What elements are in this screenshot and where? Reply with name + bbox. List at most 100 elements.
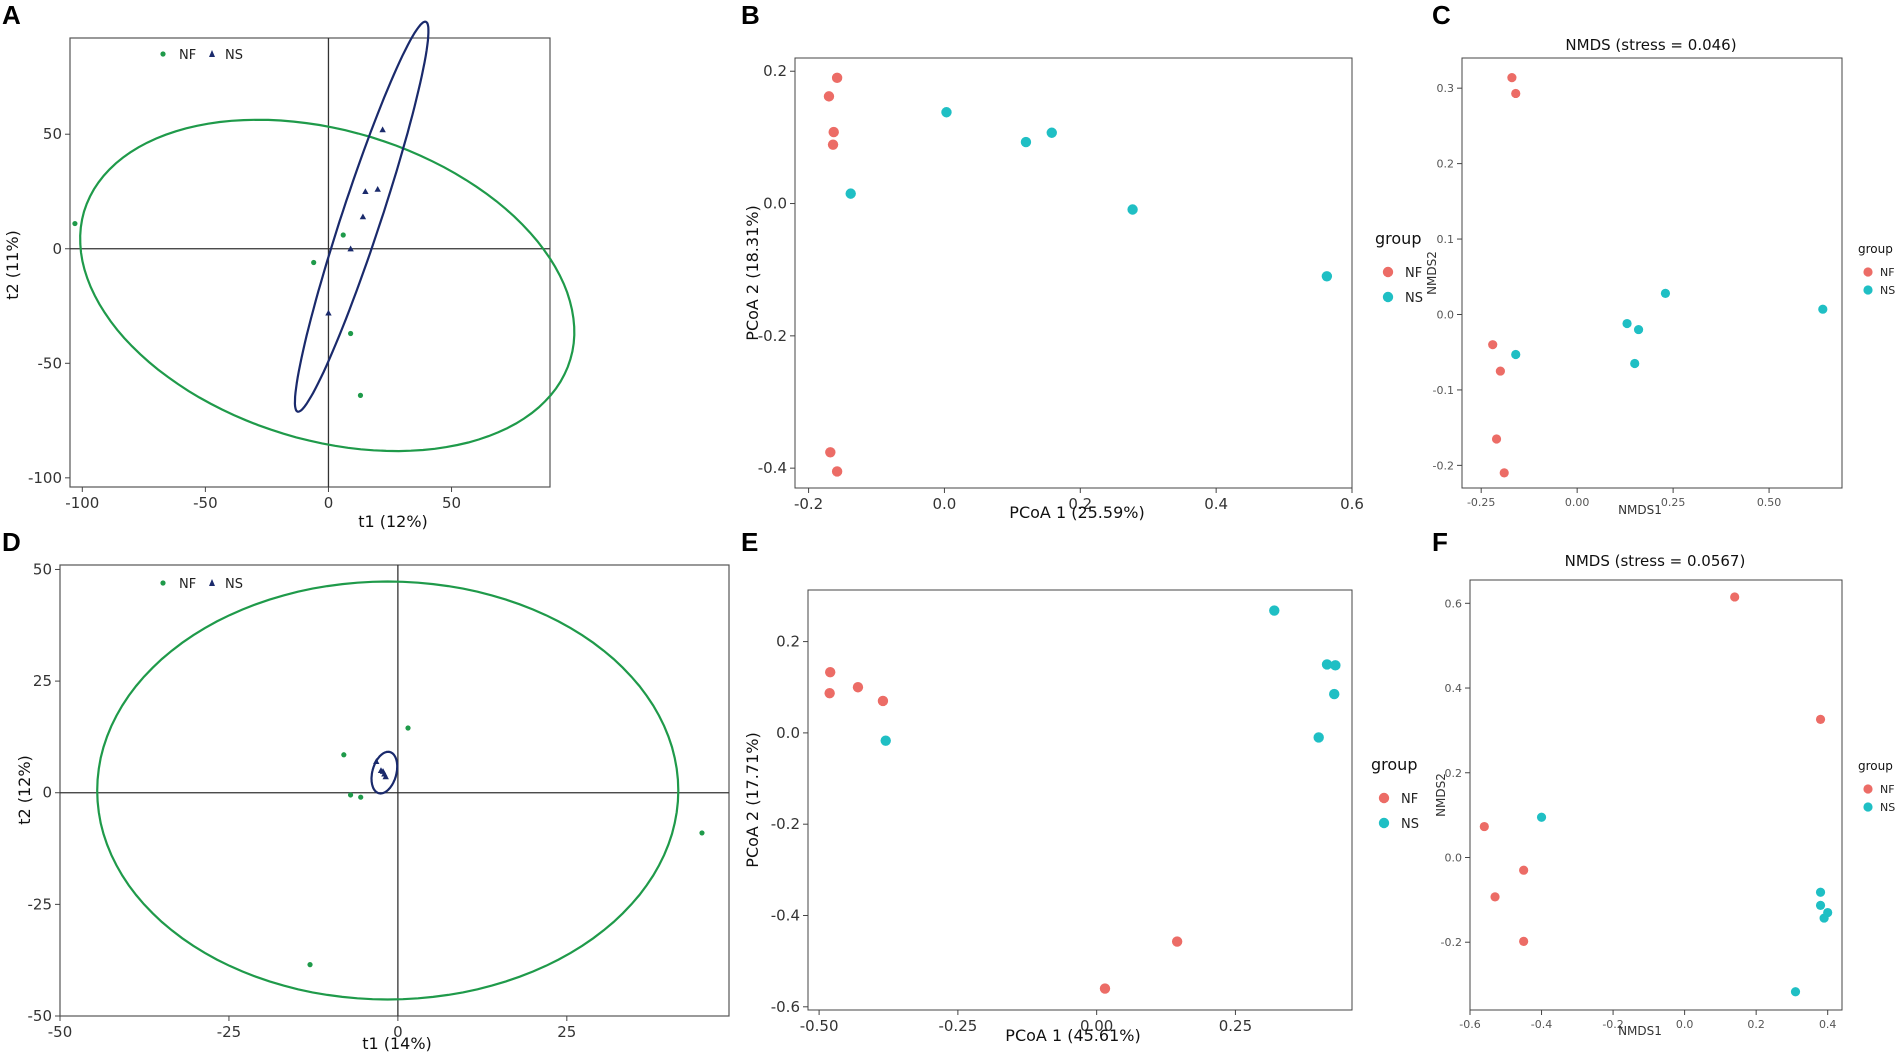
panel-label: D	[2, 527, 21, 557]
y-tick-label: 0.6	[1445, 597, 1463, 610]
x-tick-label: 0.0	[933, 495, 957, 513]
data-point-ns	[1819, 913, 1829, 923]
legend-nf-label: NF	[1405, 266, 1422, 281]
y-tick-label: 50	[43, 125, 62, 143]
x-tick-label: -0.2	[794, 495, 823, 513]
legend-ns-marker	[1378, 817, 1390, 829]
plot-frame	[807, 589, 1353, 1011]
data-point-ns	[1127, 204, 1138, 215]
y-tick-label: -50	[28, 1007, 53, 1025]
data-point-ns	[1020, 136, 1032, 148]
data-point-ns	[347, 245, 354, 252]
x-axis-label: t1 (12%)	[358, 512, 428, 531]
data-point-ns	[1330, 660, 1341, 671]
y-tick-label: -25	[28, 895, 53, 913]
x-tick-label: 0.4	[1204, 495, 1228, 513]
legend-ns-label: NS	[1880, 284, 1895, 297]
y-tick-label: 0.0	[1445, 851, 1463, 864]
y-tick-label: 0.4	[1445, 682, 1463, 695]
panel-label: A	[2, 0, 21, 30]
data-point-ns	[1815, 900, 1826, 910]
x-tick-label: 0.25	[1219, 1017, 1252, 1035]
legend-nf-label: NF	[1401, 792, 1418, 807]
data-point-ns	[1622, 318, 1632, 329]
data-point-ns	[1269, 605, 1280, 616]
confidence-ellipse-nf	[79, 118, 576, 453]
data-point-nf	[341, 752, 347, 758]
y-tick-label: -0.4	[771, 907, 800, 925]
plot-frame	[69, 37, 551, 488]
data-point-nf	[824, 687, 835, 699]
x-tick-label: 50	[442, 494, 461, 512]
legend-nf-label: NF	[179, 48, 196, 63]
x-tick-label: 0.6	[1340, 495, 1364, 513]
data-point-ns	[1321, 659, 1333, 670]
x-tick-label: 0.2	[1068, 495, 1092, 513]
data-point-nf	[1490, 892, 1500, 902]
legend-nf-label: NF	[179, 577, 196, 592]
panel-f: F -0.6 -0.4 -0.2 0.0 0.2 0.4 -0.2 0.0 0.2 0.4 0.6 NM…	[1432, 527, 1895, 1038]
y-tick-label: 0.2	[776, 633, 800, 651]
y-tick-label: -0.6	[771, 998, 800, 1016]
data-point-ns	[1511, 349, 1521, 360]
y-tick-label: 0	[52, 240, 62, 258]
data-point-ns	[359, 213, 367, 220]
x-tick-label: -0.6	[1459, 1018, 1480, 1031]
legend-ns-marker	[1863, 802, 1873, 812]
data-point-nf	[1511, 88, 1521, 99]
y-axis-label: t2 (12%)	[15, 755, 34, 825]
data-point-nf	[831, 466, 843, 477]
data-point-ns	[1633, 324, 1644, 335]
data-point-nf	[1488, 340, 1498, 350]
legend-nf-marker	[160, 580, 166, 586]
x-tick-label: -50	[193, 494, 218, 512]
y-tick-label: 0.0	[763, 195, 787, 213]
y-tick-label: -0.2	[1433, 459, 1454, 472]
y-tick-label: 0.2	[1437, 158, 1455, 171]
x-tick-label: -0.2	[1602, 1018, 1623, 1031]
x-tick-label: 25	[557, 1023, 576, 1041]
y-tick-label: 0.1	[1437, 233, 1455, 246]
legend-title: group	[1858, 242, 1893, 256]
data-point-nf	[823, 91, 835, 102]
panel-e: E -0.50 -0.25 0.00 0.25 -0.6 -0.4 -0.2 0.0 0.2 PCo…	[741, 527, 1419, 1045]
data-point-nf	[340, 232, 346, 238]
chart-title: NMDS (stress = 0.0567)	[1565, 552, 1746, 570]
data-point-nf	[1815, 714, 1826, 724]
data-point-nf	[72, 220, 78, 227]
data-point-nf	[699, 830, 705, 836]
x-axis-label: PCoA 1 (45.61%)	[1005, 1026, 1140, 1045]
legend-nf-marker	[1382, 266, 1394, 278]
data-point-ns	[1329, 688, 1340, 700]
y-tick-label: -0.4	[758, 459, 787, 477]
x-tick-label: 0	[324, 494, 334, 512]
data-point-nf	[347, 792, 354, 798]
data-point-nf	[825, 447, 836, 458]
plot-frame	[1469, 579, 1843, 1011]
y-tick-label: 25	[33, 672, 52, 690]
data-point-nf	[877, 695, 889, 707]
data-point-ns	[379, 768, 387, 774]
data-point-nf	[405, 725, 411, 731]
y-axis-label: NMDS2	[1434, 773, 1448, 817]
data-point-ns	[1536, 812, 1547, 822]
x-tick-label: -100	[65, 494, 99, 512]
data-point-ns	[374, 185, 381, 192]
data-point-ns	[845, 188, 856, 199]
data-point-ns	[1790, 987, 1801, 997]
x-tick-label: 0.25	[1661, 496, 1686, 509]
data-point-nf	[1499, 468, 1509, 478]
data-point-nf	[1730, 592, 1740, 602]
data-point-nf	[358, 794, 364, 800]
legend-ns-marker	[1863, 285, 1873, 295]
data-point-ns	[379, 126, 386, 133]
data-point-ns	[362, 188, 369, 195]
x-axis-label: t1 (14%)	[362, 1034, 432, 1053]
legend-nf-marker	[1863, 267, 1873, 277]
data-point-ns	[1815, 887, 1826, 897]
legend-ns-label: NS	[1880, 801, 1895, 814]
panel-label: B	[741, 0, 760, 30]
panel-a: A -100 -50 0 50 -100 -50 0 50 t1 (12%) t2 (11%) NF N…	[2, 0, 576, 531]
panel-label: E	[741, 527, 758, 557]
